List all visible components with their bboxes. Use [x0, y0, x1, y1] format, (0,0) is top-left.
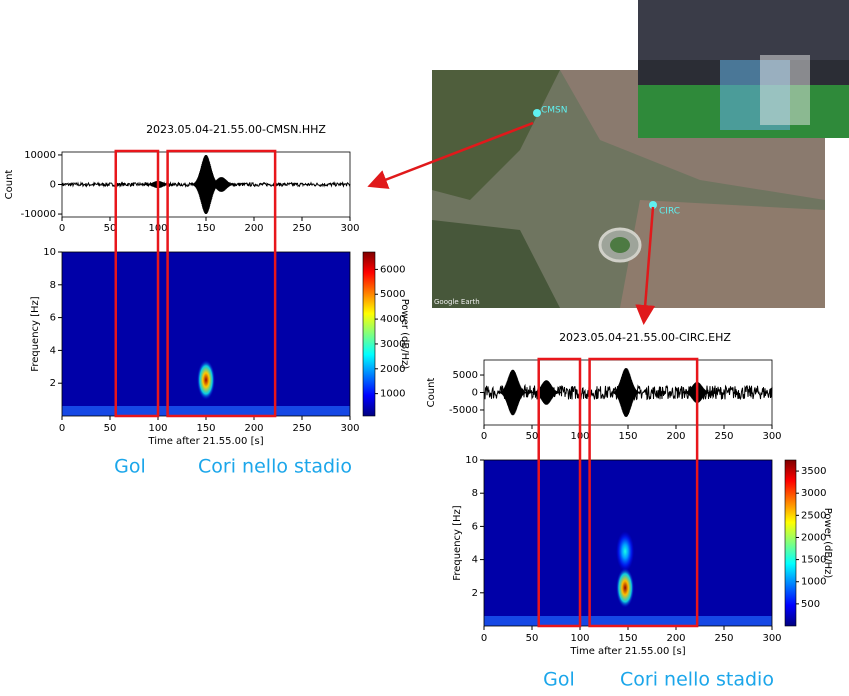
arrow: [635, 206, 656, 325]
x-tick-label: 50: [104, 223, 117, 234]
colorbar-tick-label: 500: [801, 599, 820, 610]
x-tick-label: 200: [666, 633, 685, 644]
waveform-burst: [531, 380, 562, 405]
stadium-photo: [638, 0, 849, 138]
low-frequency-band: [62, 406, 350, 416]
y-axis-label: Count: [4, 170, 15, 200]
y-tick-label: 5000: [453, 370, 478, 381]
x-tick-label: 50: [526, 431, 539, 442]
map-marker-label: CIRC: [659, 207, 680, 217]
x-tick-label: 300: [762, 431, 781, 442]
x-tick-label: 100: [570, 633, 589, 644]
colorbar-tick-label: 1000: [380, 389, 405, 400]
y-tick-label: 10: [43, 247, 56, 258]
map-attribution: Google Earth: [434, 298, 480, 306]
x-tick-label: 250: [714, 633, 733, 644]
x-tick-label: 200: [244, 423, 263, 434]
x-tick-label: 200: [244, 223, 263, 234]
box-label: Cori nello stadio: [620, 669, 774, 691]
x-tick-label: 150: [196, 223, 215, 234]
waveform-burst: [206, 177, 237, 192]
y-tick-label: 10000: [24, 150, 56, 161]
colorbar: [784, 459, 797, 627]
plot-title: 2023.05.04-21.55.00-CIRC.EHZ: [559, 331, 731, 344]
arrow: [367, 121, 534, 189]
x-axis-label: Time after 21.55.00 [s]: [147, 436, 263, 447]
x-tick-label: 300: [762, 633, 781, 644]
y-tick-label: 4: [472, 555, 478, 566]
colorbar-label: Power (dB/Hz): [822, 508, 833, 579]
hotspot: [616, 567, 635, 608]
colorbar-tick-label: 1500: [801, 555, 826, 566]
y-tick-label: 0: [472, 388, 478, 399]
colorbar-tick-label: 2000: [801, 532, 826, 543]
x-tick-label: 50: [526, 633, 539, 644]
x-tick-label: 200: [666, 431, 685, 442]
highlight-box: [114, 149, 160, 418]
y-axis-label: Frequency [Hz]: [452, 505, 463, 581]
y-tick-label: 6: [472, 521, 478, 532]
y-tick-label: 2: [50, 378, 56, 389]
colorbar-tick-label: 1000: [801, 577, 826, 588]
y-axis-label: Count: [426, 378, 437, 408]
x-tick-label: 150: [618, 633, 637, 644]
y-tick-label: 6: [50, 313, 56, 324]
colorbar-tick-label: 2000: [380, 364, 405, 375]
box-label: Cori nello stadio: [198, 456, 352, 478]
waveform-burst: [497, 369, 528, 416]
colorbar-label: Power (dB/Hz): [399, 299, 410, 370]
x-tick-label: 0: [481, 633, 487, 644]
y-tick-label: -5000: [449, 405, 478, 416]
x-tick-label: 0: [59, 423, 65, 434]
colorbar-tick-label: 3500: [801, 466, 826, 477]
x-tick-label: 300: [340, 423, 359, 434]
box-label: Gol: [543, 669, 575, 691]
x-tick-label: 50: [104, 423, 117, 434]
y-tick-label: 8: [50, 280, 56, 291]
x-tick-label: 250: [292, 223, 311, 234]
hotspot: [197, 359, 215, 400]
y-tick-label: 10: [465, 455, 478, 466]
map-marker-label: CMSN: [541, 106, 568, 116]
x-tick-label: 0: [481, 431, 487, 442]
x-tick-label: 0: [59, 223, 65, 234]
colorbar-tick-label: 3000: [801, 488, 826, 499]
x-tick-label: 150: [196, 423, 215, 434]
x-tick-label: 150: [618, 431, 637, 442]
colorbar: [362, 251, 376, 417]
colorbar-tick-label: 2500: [801, 510, 826, 521]
colorbar-tick-label: 3000: [380, 339, 405, 350]
highlight-box: [166, 149, 277, 418]
y-tick-label: 4: [50, 345, 56, 356]
box-label: Gol: [114, 456, 146, 478]
y-tick-label: 2: [472, 588, 478, 599]
plot-title: 2023.05.04-21.55.00-CMSN.HHZ: [146, 123, 326, 136]
low-frequency-band: [484, 616, 772, 626]
colorbar-tick-label: 5000: [380, 289, 405, 300]
x-tick-label: 250: [292, 423, 311, 434]
x-tick-label: 250: [714, 431, 733, 442]
y-tick-label: 8: [472, 488, 478, 499]
hotspot: [616, 531, 635, 572]
x-tick-label: 100: [148, 423, 167, 434]
highlight-box: [588, 357, 699, 628]
colorbar-tick-label: 4000: [380, 314, 405, 325]
y-tick-label: 0: [50, 180, 56, 191]
x-axis-label: Time after 21.55.00 [s]: [569, 646, 685, 657]
waveform-burst: [611, 368, 641, 418]
y-axis-label: Frequency [Hz]: [30, 296, 41, 372]
x-tick-label: 300: [340, 223, 359, 234]
colorbar-tick-label: 6000: [380, 264, 405, 275]
highlight-box: [537, 357, 582, 628]
y-tick-label: -10000: [21, 209, 56, 220]
